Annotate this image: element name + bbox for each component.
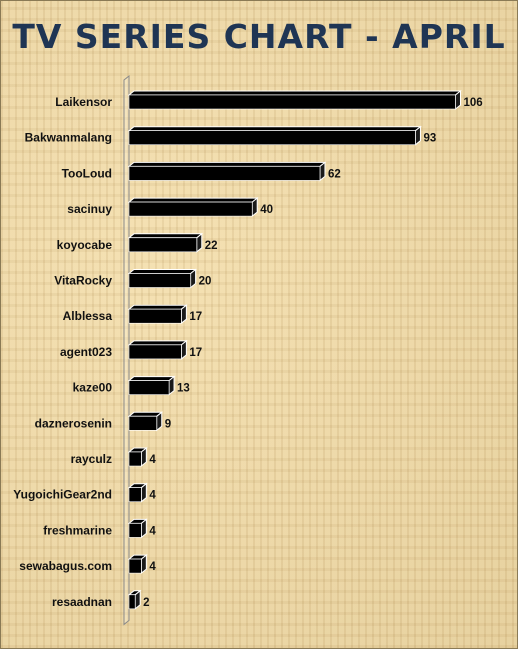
bar <box>128 166 321 181</box>
data-label: 40 <box>260 204 273 216</box>
data-label: 22 <box>205 240 218 252</box>
bar <box>128 201 253 217</box>
bar-top <box>127 269 198 274</box>
bar <box>128 415 158 431</box>
data-label: 2 <box>143 597 149 609</box>
bar <box>128 130 416 145</box>
data-label: 17 <box>189 347 202 359</box>
data-label: 4 <box>149 490 156 502</box>
data-label: 62 <box>328 168 341 180</box>
data-label: 4 <box>149 454 156 466</box>
data-label: 17 <box>189 311 202 323</box>
bar <box>128 344 182 360</box>
category-label: Alblessa <box>63 309 113 323</box>
category-label: resaadnan <box>52 595 112 609</box>
bar <box>128 451 142 467</box>
category-label: daznerosenin <box>35 416 112 430</box>
bar <box>128 380 170 395</box>
bar-top <box>127 161 327 167</box>
chart-title: TV SERIES CHART - APRIL <box>12 17 506 56</box>
data-label: 4 <box>149 561 156 573</box>
bar-top <box>127 376 176 382</box>
data-label: 9 <box>165 418 171 430</box>
bar-top <box>127 126 422 132</box>
bar-top <box>127 90 462 96</box>
bar <box>128 308 182 324</box>
data-label: 93 <box>423 133 436 145</box>
axis-wall <box>123 74 130 626</box>
bar-top <box>127 197 259 203</box>
bar <box>128 94 456 110</box>
category-label: koyocabe <box>57 238 113 252</box>
category-label: kaze00 <box>73 381 113 395</box>
category-label: rayculz <box>71 452 112 466</box>
data-label: 4 <box>149 525 156 537</box>
bar-top <box>127 233 204 239</box>
category-label: Bakwanmalang <box>25 131 112 145</box>
category-label: agent023 <box>60 345 112 359</box>
data-label: 106 <box>463 97 482 109</box>
category-label: TooLoud <box>62 166 112 180</box>
category-label: Laikensor <box>55 95 112 109</box>
bar-top <box>127 340 188 346</box>
bar <box>128 523 142 538</box>
category-label: YugoichiGear2nd <box>13 488 112 502</box>
bar <box>128 273 191 288</box>
bar <box>128 558 142 574</box>
category-label: sewabagus.com <box>19 559 112 573</box>
bar-top <box>127 304 188 310</box>
category-label: sacinuy <box>67 202 112 216</box>
category-label: freshmarine <box>43 523 112 537</box>
bar <box>128 487 142 503</box>
bar <box>128 237 198 253</box>
category-label: VitaRocky <box>54 274 112 288</box>
data-label: 13 <box>177 383 190 395</box>
data-label: 20 <box>199 276 212 288</box>
bar <box>128 594 136 610</box>
